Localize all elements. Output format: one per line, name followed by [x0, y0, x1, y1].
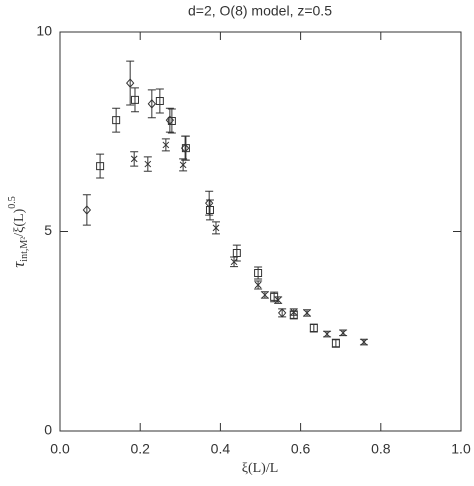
x-tick-label: 0.6	[291, 441, 311, 457]
marker	[254, 281, 262, 289]
error-bar	[165, 107, 174, 133]
marker	[232, 249, 241, 258]
marker	[290, 308, 298, 316]
error-bar	[309, 323, 318, 333]
marker	[205, 205, 214, 214]
marker	[162, 141, 170, 149]
marker	[205, 198, 214, 208]
error-bar	[331, 338, 340, 348]
marker	[277, 308, 287, 318]
chart-title: d=2, O(8) model, z=0.5	[188, 3, 332, 19]
error-bar	[205, 199, 214, 221]
x-axis-label: ξ(L)/L	[242, 461, 279, 476]
marker	[254, 268, 263, 277]
error-bar	[112, 107, 121, 133]
marker	[112, 116, 121, 125]
error-bar	[167, 108, 176, 134]
x-tick-label: 0.2	[130, 441, 150, 457]
marker	[126, 78, 135, 88]
x-tick-label: 0.0	[50, 441, 70, 457]
marker	[181, 144, 190, 153]
x-tick-label: 0.8	[371, 441, 391, 457]
error-bar	[126, 60, 135, 106]
marker	[360, 338, 368, 346]
marker	[147, 99, 156, 109]
plot-frame	[59, 31, 462, 432]
marker	[130, 95, 139, 104]
y-tick-label: 10	[36, 23, 52, 39]
y-tick-label: 5	[44, 222, 52, 238]
marker	[144, 160, 152, 168]
marker	[82, 205, 92, 215]
marker	[331, 339, 340, 348]
y-tick-label: 0	[44, 422, 52, 438]
error-bar	[147, 89, 156, 119]
error-bar	[96, 153, 105, 179]
y-label-symbol: τ	[9, 261, 28, 268]
error-bar	[205, 190, 214, 216]
marker	[339, 329, 347, 337]
marker	[303, 309, 311, 317]
error-bar	[130, 87, 139, 113]
y-axis-label: τint,M²/ξ(L)0.5	[7, 196, 30, 268]
x-tick-label: 1.0	[451, 441, 471, 457]
error-bar	[82, 194, 91, 226]
marker	[212, 224, 220, 232]
marker	[155, 97, 164, 106]
marker	[230, 258, 238, 266]
y-label-subscript: int,M²	[19, 237, 30, 262]
marker	[96, 162, 105, 171]
marker	[179, 161, 187, 169]
x-tick-label: 0.4	[211, 441, 231, 457]
marker	[261, 291, 269, 299]
error-bar	[155, 88, 164, 114]
marker	[274, 296, 282, 304]
marker	[323, 330, 331, 338]
marker	[309, 324, 318, 333]
error-bar	[254, 266, 263, 280]
y-label-text: /ξ(L)	[12, 208, 27, 236]
marker	[130, 155, 138, 163]
marker	[167, 116, 176, 125]
error-bar	[278, 308, 287, 318]
y-label-superscript: 0.5	[7, 196, 18, 209]
